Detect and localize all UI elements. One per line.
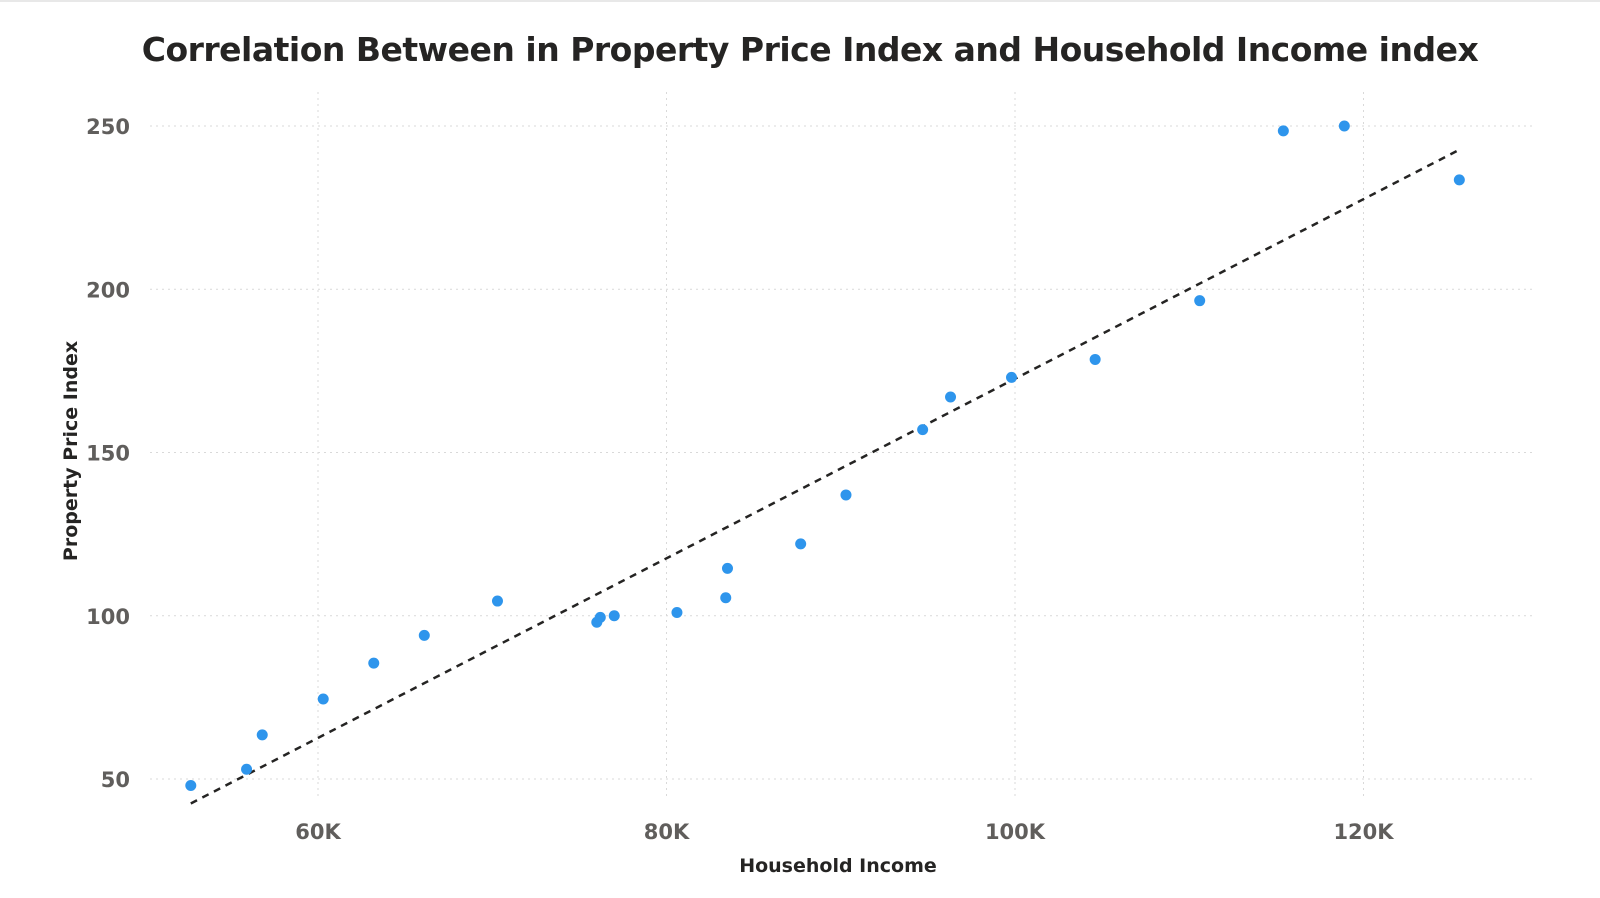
data-point[interactable] xyxy=(1089,353,1101,365)
data-point[interactable] xyxy=(256,729,268,741)
x-axis-title: Household Income xyxy=(739,855,937,877)
data-point[interactable] xyxy=(1006,371,1018,383)
data-points xyxy=(185,120,1465,792)
data-point[interactable] xyxy=(721,562,733,574)
data-point[interactable] xyxy=(1453,174,1465,186)
data-point[interactable] xyxy=(594,611,606,623)
data-point[interactable] xyxy=(491,595,503,607)
axis-ticks: 50 100 150 200 250 60K 80K 100K 120K xyxy=(86,115,1394,844)
y-tick-label: 50 xyxy=(101,768,130,792)
data-point[interactable] xyxy=(1194,295,1206,307)
data-point[interactable] xyxy=(185,780,197,792)
top-border xyxy=(0,0,1600,2)
gridlines xyxy=(150,92,1535,800)
x-tick-label: 100K xyxy=(985,820,1046,844)
data-point[interactable] xyxy=(945,391,957,403)
trendline xyxy=(190,147,1462,805)
data-point[interactable] xyxy=(1277,125,1289,137)
data-point[interactable] xyxy=(368,657,380,669)
x-tick-label: 80K xyxy=(644,820,690,844)
data-point[interactable] xyxy=(317,693,329,705)
y-tick-label: 100 xyxy=(86,605,130,629)
x-tick-label: 60K xyxy=(295,820,341,844)
data-point[interactable] xyxy=(418,629,430,641)
y-tick-label: 150 xyxy=(86,442,130,466)
trendline-layer xyxy=(190,147,1462,805)
data-point[interactable] xyxy=(840,489,852,501)
data-point[interactable] xyxy=(608,610,620,622)
data-point[interactable] xyxy=(917,424,929,436)
data-point[interactable] xyxy=(241,763,253,775)
y-axis-title: Property Price Index xyxy=(60,341,82,561)
y-tick-label: 250 xyxy=(86,115,130,139)
y-tick-label: 200 xyxy=(86,278,130,302)
x-tick-label: 120K xyxy=(1333,820,1394,844)
data-point[interactable] xyxy=(671,606,683,618)
data-point[interactable] xyxy=(720,592,732,604)
data-point[interactable] xyxy=(1338,120,1350,132)
data-point[interactable] xyxy=(795,538,807,550)
chart-title: Correlation Between in Property Price In… xyxy=(141,30,1479,69)
